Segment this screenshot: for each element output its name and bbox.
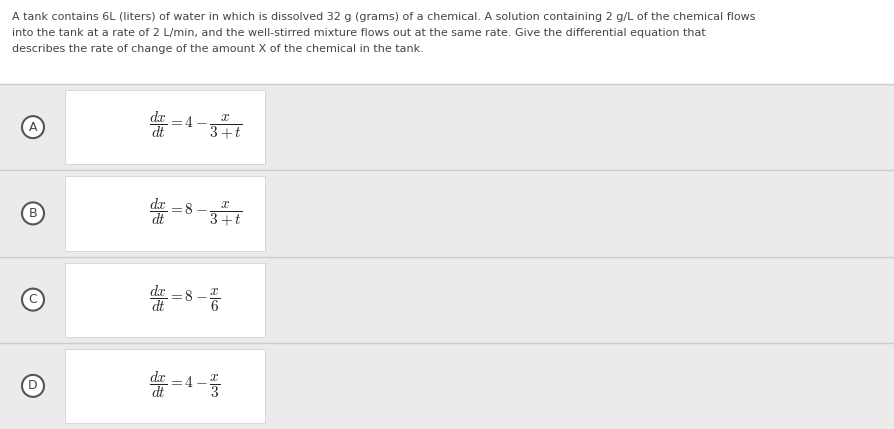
FancyBboxPatch shape (65, 176, 265, 251)
Text: $\dfrac{dx}{dt} = 4 - \dfrac{x}{3+t}$: $\dfrac{dx}{dt} = 4 - \dfrac{x}{3+t}$ (148, 110, 241, 142)
Text: $\dfrac{dx}{dt} = 8 - \dfrac{x}{6}$: $\dfrac{dx}{dt} = 8 - \dfrac{x}{6}$ (148, 283, 220, 314)
FancyBboxPatch shape (0, 84, 894, 170)
Circle shape (22, 375, 44, 397)
Text: D: D (28, 379, 38, 393)
Text: A: A (29, 121, 38, 133)
Circle shape (22, 116, 44, 138)
FancyBboxPatch shape (65, 349, 265, 423)
Text: $\dfrac{dx}{dt} = 4 - \dfrac{x}{3}$: $\dfrac{dx}{dt} = 4 - \dfrac{x}{3}$ (148, 369, 220, 400)
Text: $\dfrac{dx}{dt} = 8 - \dfrac{x}{3+t}$: $\dfrac{dx}{dt} = 8 - \dfrac{x}{3+t}$ (148, 196, 241, 229)
Text: describes the rate of change of the amount X of the chemical in the tank.: describes the rate of change of the amou… (12, 44, 423, 54)
Circle shape (22, 289, 44, 311)
FancyBboxPatch shape (0, 170, 894, 257)
FancyBboxPatch shape (0, 257, 894, 343)
FancyBboxPatch shape (0, 343, 894, 429)
FancyBboxPatch shape (65, 263, 265, 337)
Text: B: B (29, 207, 38, 220)
Text: C: C (29, 293, 38, 306)
FancyBboxPatch shape (65, 90, 265, 164)
Circle shape (22, 202, 44, 224)
Text: A tank contains 6L (liters) of water in which is dissolved 32 g (grams) of a che: A tank contains 6L (liters) of water in … (12, 12, 755, 22)
Text: into the tank at a rate of 2 L/min, and the well-stirred mixture flows out at th: into the tank at a rate of 2 L/min, and … (12, 28, 705, 38)
FancyBboxPatch shape (0, 0, 894, 84)
